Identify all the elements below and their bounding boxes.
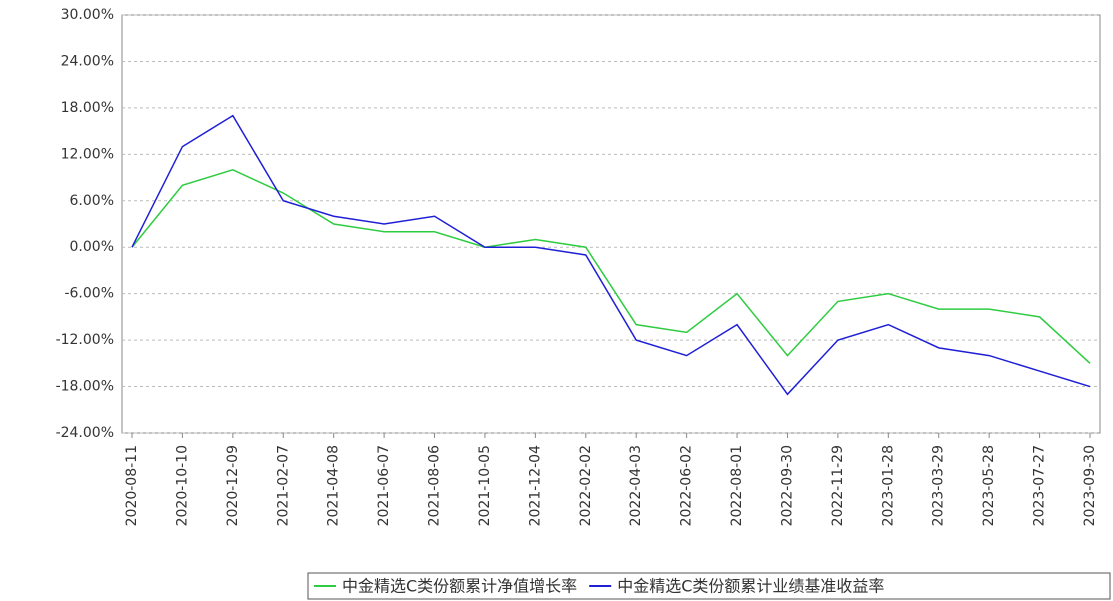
x-tick-label: 2023-09-30 xyxy=(1082,445,1098,526)
x-tick-label: 2022-04-03 xyxy=(628,445,644,526)
x-tick-label: 2023-03-29 xyxy=(931,445,947,526)
y-tick-label: -24.00% xyxy=(56,425,114,441)
y-tick-label: -18.00% xyxy=(56,379,114,395)
plot-frame xyxy=(121,14,1101,434)
y-tick-label: 0.00% xyxy=(70,239,114,255)
x-tick-label: 2020-10-10 xyxy=(174,445,190,526)
x-tick-label: 2021-12-04 xyxy=(527,445,543,526)
y-tick-label: 18.00% xyxy=(61,100,114,116)
y-tick-label: -6.00% xyxy=(64,286,114,302)
legend-label: 中金精选C类份额累计净值增长率 xyxy=(342,577,577,596)
x-tick-label: 2022-08-01 xyxy=(729,445,745,526)
x-tick-label: 2022-09-30 xyxy=(779,445,795,526)
x-tick-label: 2021-06-07 xyxy=(376,445,392,526)
x-tick-label: 2021-08-06 xyxy=(427,445,443,526)
x-tick-label: 2021-10-05 xyxy=(477,445,493,526)
y-tick-label: 12.00% xyxy=(61,146,114,162)
x-tick-label: 2023-05-28 xyxy=(981,445,997,526)
series-line xyxy=(131,114,1091,396)
y-tick-label: -12.00% xyxy=(56,332,114,348)
x-tick-label: 2020-12-09 xyxy=(225,445,241,526)
x-tick-label: 2022-06-02 xyxy=(679,445,695,526)
series-line xyxy=(131,169,1091,364)
x-tick-label: 2022-02-02 xyxy=(578,445,594,526)
x-tick-label: 2021-02-07 xyxy=(275,445,291,526)
legend-box xyxy=(307,572,1111,600)
y-tick-label: 30.00% xyxy=(61,7,114,23)
x-tick-label: 2022-11-29 xyxy=(830,445,846,526)
x-tick-label: 2023-01-28 xyxy=(880,445,896,526)
y-tick-label: 24.00% xyxy=(61,53,114,69)
x-tick-label: 2021-04-08 xyxy=(326,445,342,526)
y-tick-label: 6.00% xyxy=(70,193,114,209)
x-tick-label: 2023-07-27 xyxy=(1032,445,1048,526)
legend-label: 中金精选C类份额累计业绩基准收益率 xyxy=(617,577,884,596)
x-tick-label: 2020-08-11 xyxy=(124,445,140,526)
